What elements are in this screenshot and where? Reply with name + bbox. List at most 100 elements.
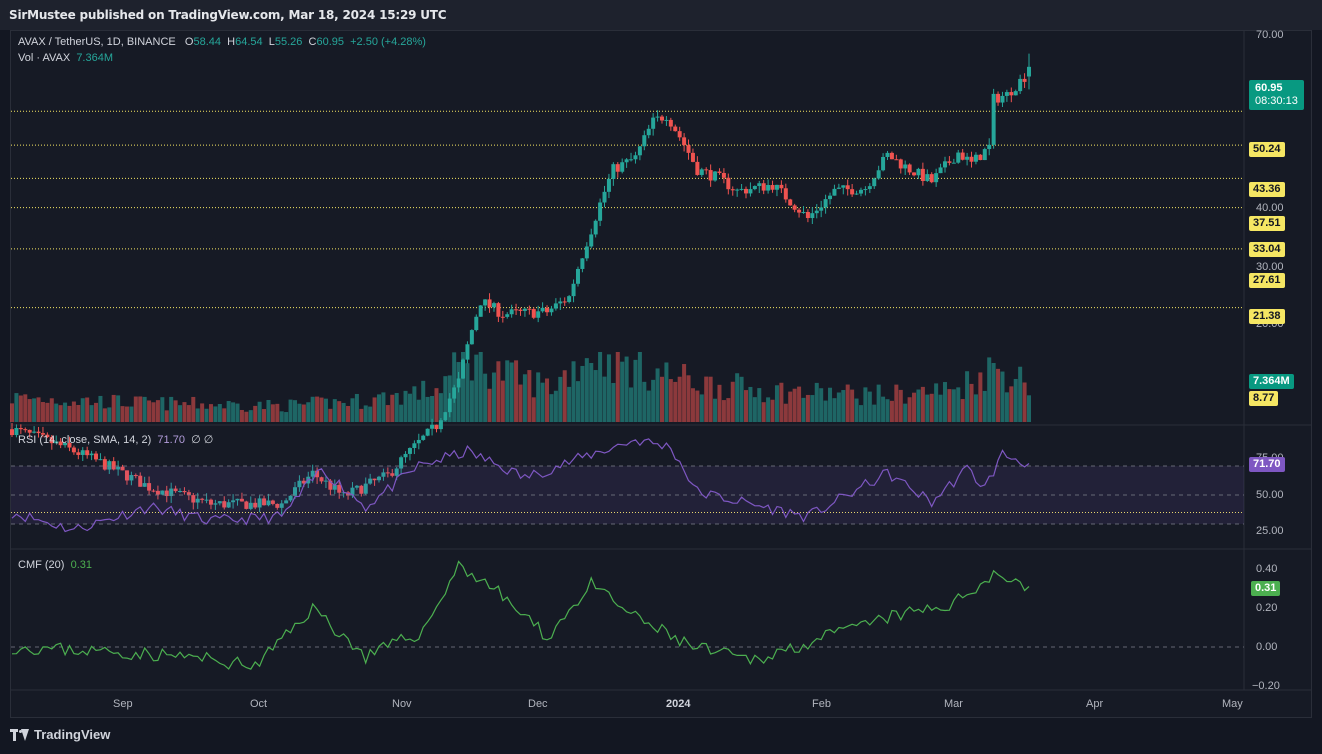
volume-bar xyxy=(239,409,244,422)
candle-body xyxy=(549,308,554,313)
volume-bar xyxy=(363,405,368,422)
candle-body xyxy=(774,184,779,190)
volume-bar xyxy=(637,352,642,422)
candle-body xyxy=(836,187,841,189)
volume-bar xyxy=(438,393,443,422)
candle-body xyxy=(1022,78,1027,82)
candle-body xyxy=(208,499,213,505)
volume-bar xyxy=(805,394,810,422)
candle-body xyxy=(49,437,54,444)
rsi-label[interactable]: RSI (14, close, SMA, 14, 2) xyxy=(18,434,152,446)
volume-bar xyxy=(434,388,439,422)
volume-bar xyxy=(292,400,297,422)
volume-bar xyxy=(690,388,695,422)
volume-bar xyxy=(991,362,996,422)
candle-body xyxy=(359,485,364,494)
candle-body xyxy=(248,502,253,509)
candle-body xyxy=(752,186,757,190)
volume-value: 7.364M xyxy=(76,52,114,64)
volume-bar xyxy=(686,375,691,422)
bar-countdown: 08:30:13 xyxy=(1255,95,1298,107)
candle-body xyxy=(310,470,315,477)
candle-body xyxy=(629,159,634,161)
volume-bar xyxy=(54,403,59,422)
volume-bar xyxy=(584,358,589,422)
candle-body xyxy=(155,490,160,495)
volume-bar xyxy=(514,360,519,422)
candle-body xyxy=(191,495,196,503)
volume-bar xyxy=(217,404,222,422)
candle-body xyxy=(739,188,744,190)
volume-bar xyxy=(76,404,81,422)
candle-body xyxy=(500,316,505,318)
candle-body xyxy=(469,330,474,345)
candle-body xyxy=(18,428,23,430)
volume-bar xyxy=(474,354,479,422)
candle-body xyxy=(164,490,169,497)
volume-bar xyxy=(792,388,797,422)
volume-bar xyxy=(836,392,841,422)
candle-body xyxy=(832,188,837,196)
volume-bar xyxy=(169,396,174,422)
candle-body xyxy=(947,161,952,163)
volume-bar xyxy=(797,386,802,422)
y-tick-40: 40.00 xyxy=(1256,202,1284,214)
symbol-label[interactable]: AVAX / TetherUS, 1D, BINANCE xyxy=(18,36,176,48)
candle-body xyxy=(275,503,280,508)
cmf-line xyxy=(11,560,1030,670)
volume-bar xyxy=(191,396,196,422)
candle-body xyxy=(885,152,890,157)
volume-bar xyxy=(465,363,470,422)
candle-body xyxy=(456,378,461,388)
volume-bar xyxy=(982,390,987,422)
volume-bar xyxy=(801,397,806,422)
candle-body xyxy=(987,144,992,150)
candle-body xyxy=(655,116,660,118)
candle-body xyxy=(903,164,908,169)
volume-bar xyxy=(14,393,19,422)
volume-bar xyxy=(956,387,961,422)
candle-body xyxy=(934,173,939,183)
volume-bar xyxy=(1009,386,1014,422)
cmf-label[interactable]: CMF (20) xyxy=(18,559,65,571)
x-tick: Nov xyxy=(392,698,412,710)
x-tick: Mar xyxy=(944,698,963,710)
candle-body xyxy=(889,152,894,160)
volume-bar xyxy=(385,405,390,422)
volume-bar xyxy=(403,390,408,422)
candle-body xyxy=(169,488,174,497)
volume-bar xyxy=(942,382,947,422)
volume-bar xyxy=(987,357,992,422)
candle-body xyxy=(54,441,59,444)
candle-body xyxy=(186,492,191,496)
volume-bar xyxy=(912,392,917,422)
candle-body xyxy=(213,503,218,505)
volume-bar xyxy=(98,395,103,422)
candle-body xyxy=(85,450,90,456)
candle-body xyxy=(522,308,527,311)
volume-bar xyxy=(266,399,271,422)
volume-label[interactable]: Vol · AVAX xyxy=(18,52,71,64)
volume-bar xyxy=(823,400,828,422)
volume-bar xyxy=(80,398,85,422)
volume-bar xyxy=(726,398,731,422)
candle-body xyxy=(783,188,788,200)
volume-bar xyxy=(713,398,718,422)
volume-bar xyxy=(673,381,678,422)
candle-body xyxy=(253,502,258,508)
volume-bar xyxy=(301,404,306,422)
volume-bar xyxy=(540,382,545,422)
volume-bar xyxy=(553,390,558,422)
volume-bar xyxy=(920,386,925,422)
candle-body xyxy=(695,161,700,175)
volume-bar xyxy=(894,384,899,422)
candle-body xyxy=(991,93,996,145)
candle-body xyxy=(575,268,580,284)
volume-bar xyxy=(633,359,638,422)
candle-body xyxy=(942,161,947,168)
volume-bar xyxy=(1022,382,1027,422)
volume-bar xyxy=(310,396,315,422)
tradingview-logo[interactable]: TradingView xyxy=(10,727,110,742)
candle-body xyxy=(270,500,275,504)
